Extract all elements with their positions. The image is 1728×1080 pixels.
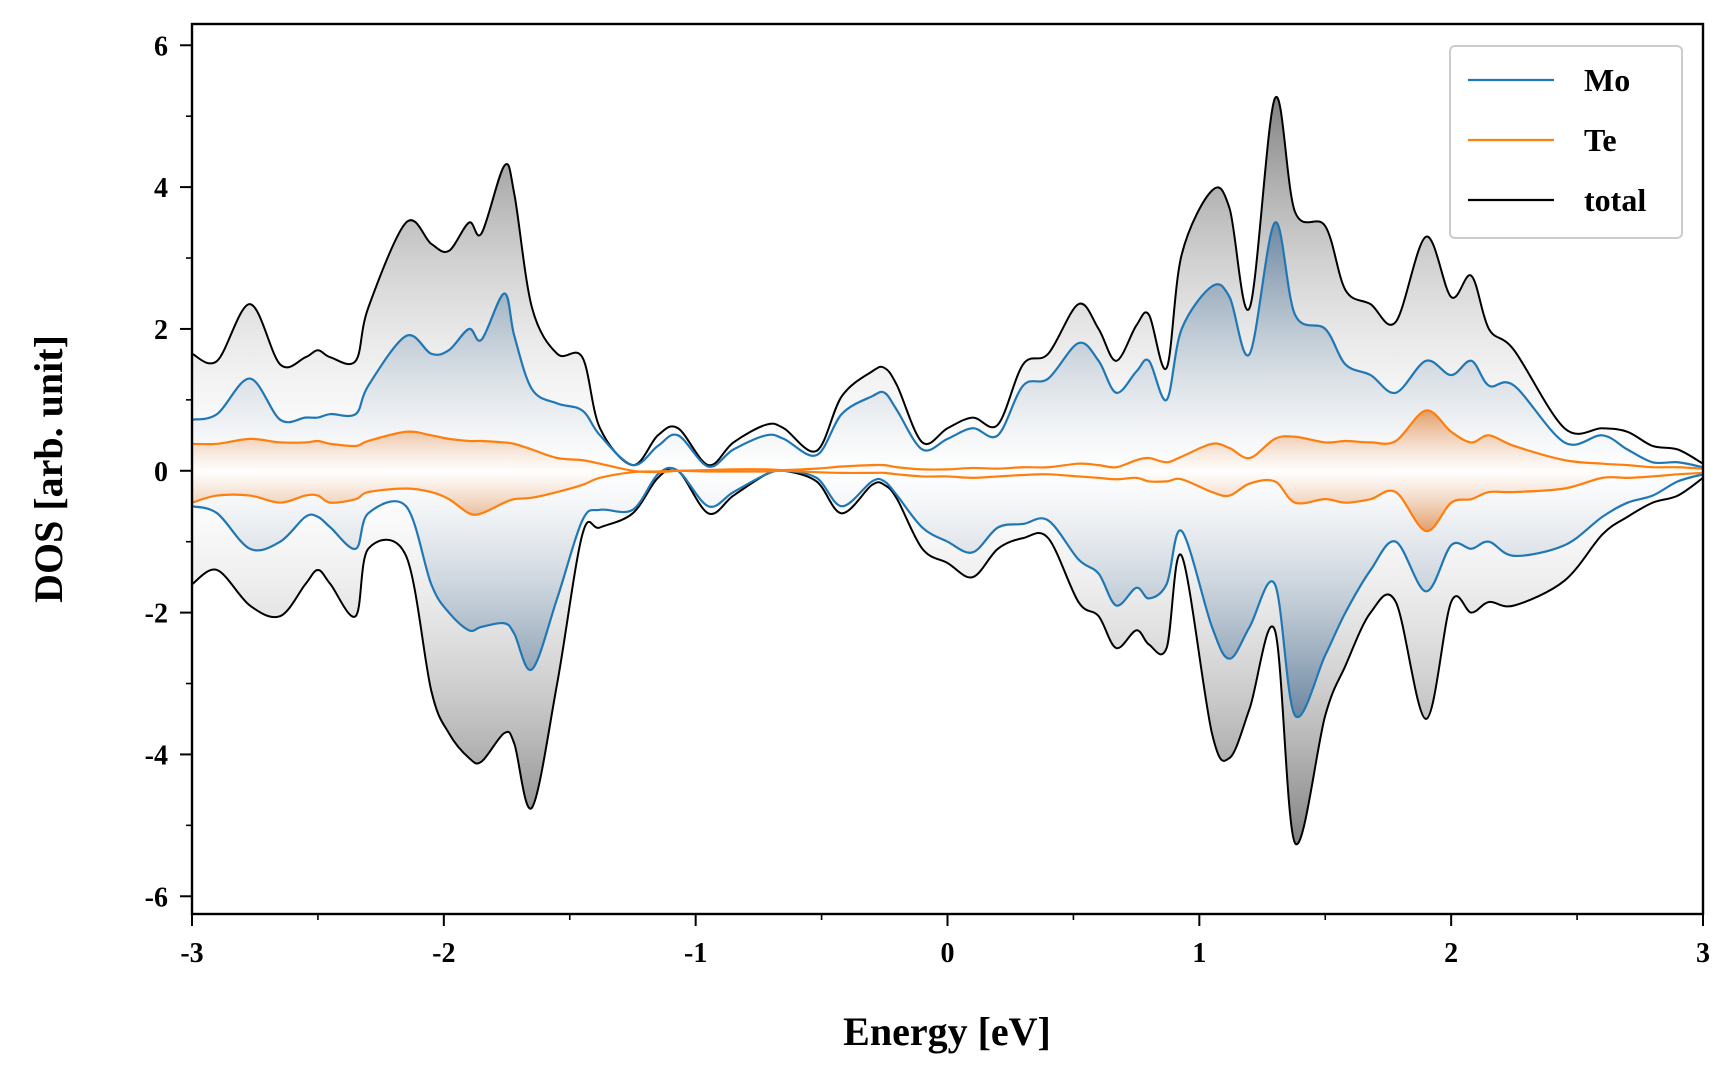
te-up-line bbox=[192, 409, 1703, 474]
y-tick-label: 2 bbox=[154, 315, 168, 346]
legend-label-te: Te bbox=[1584, 122, 1617, 158]
x-tick-label: -3 bbox=[180, 938, 203, 969]
mo-up-line bbox=[192, 221, 1703, 469]
x-axis-label: Energy [eV] bbox=[843, 1009, 1051, 1054]
total-down-line bbox=[192, 467, 1703, 846]
dos-line-layer bbox=[192, 95, 1703, 846]
x-tick-label: 0 bbox=[941, 938, 955, 969]
te-down-line bbox=[192, 469, 1703, 533]
x-tick-label: 1 bbox=[1192, 938, 1206, 969]
y-tick-label: -2 bbox=[145, 599, 168, 630]
x-tick-label: -2 bbox=[432, 938, 455, 969]
x-tick-label: -1 bbox=[684, 938, 707, 969]
legend-label-mo: Mo bbox=[1584, 62, 1630, 98]
legend-box bbox=[1449, 45, 1683, 239]
y-axis-label: DOS [arb. unit] bbox=[26, 335, 71, 603]
legend-label-total: total bbox=[1584, 182, 1646, 218]
te-down-fill bbox=[192, 470, 1703, 532]
x-tick-label: 3 bbox=[1696, 938, 1710, 969]
y-tick-label: -4 bbox=[145, 740, 168, 771]
legend: Mo Te total bbox=[1449, 45, 1683, 239]
dos-fill-layer bbox=[192, 96, 1703, 845]
y-tick-label: 6 bbox=[154, 31, 168, 62]
axes: -3 -2 -1 0 1 2 3 -6 -4 -2 0 2 4 6 bbox=[145, 22, 1710, 969]
y-tick-label: -6 bbox=[145, 882, 168, 913]
mo-up-fill bbox=[192, 222, 1703, 471]
x-tick-label: 2 bbox=[1444, 938, 1458, 969]
total-up-line bbox=[192, 95, 1703, 467]
mo-down-line bbox=[192, 466, 1703, 719]
te-up-fill bbox=[192, 410, 1703, 473]
y-tick-label: 0 bbox=[154, 457, 168, 488]
y-tick-label: 4 bbox=[154, 173, 168, 204]
